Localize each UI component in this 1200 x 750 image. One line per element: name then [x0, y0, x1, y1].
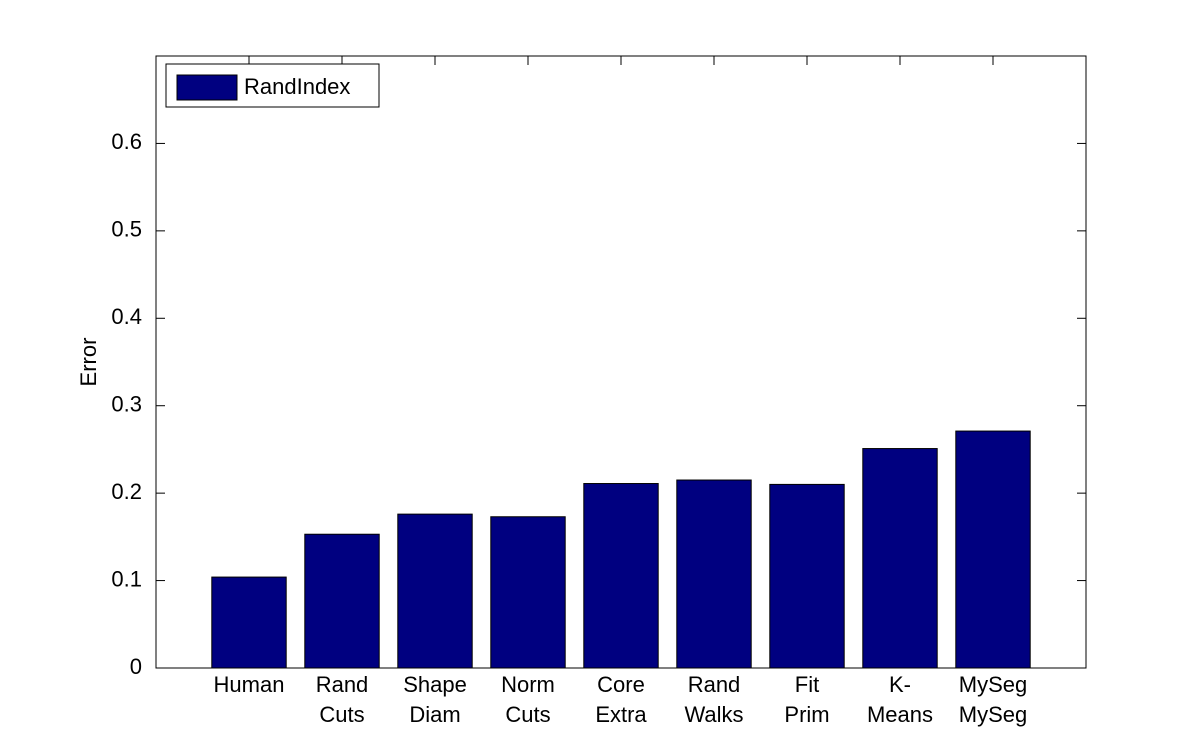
- bar: [955, 430, 1031, 669]
- y-tick-label: 0.3: [111, 392, 142, 417]
- x-tick-label: Rand: [688, 672, 741, 697]
- bar: [583, 483, 659, 669]
- x-tick-label: Rand: [316, 672, 369, 697]
- x-tick-label: Cuts: [505, 702, 550, 727]
- bar: [304, 533, 380, 669]
- bar: [769, 483, 845, 669]
- x-tick-label: MySeg: [959, 702, 1027, 727]
- y-axis-label: Error: [76, 338, 101, 387]
- y-tick-label: 0.4: [111, 304, 142, 329]
- x-tick-label: Means: [867, 702, 933, 727]
- x-tick-label: MySeg: [959, 672, 1027, 697]
- bar: [676, 479, 752, 669]
- y-tick-label: 0.5: [111, 217, 142, 242]
- y-tick-label: 0.1: [111, 566, 142, 591]
- bar: [862, 448, 938, 669]
- x-tick-label: Prim: [784, 702, 829, 727]
- x-tick-label: Extra: [595, 702, 647, 727]
- bar: [490, 516, 566, 669]
- x-tick-label: K-: [889, 672, 911, 697]
- x-tick-label: Cuts: [319, 702, 364, 727]
- legend-swatch: [176, 74, 238, 101]
- plot-frame: [155, 55, 1087, 669]
- x-tick-label: Human: [214, 672, 285, 697]
- x-tick-label: Norm: [501, 672, 555, 697]
- x-tick-label: Shape: [403, 672, 467, 697]
- bar: [211, 576, 287, 669]
- legend-label: RandIndex: [244, 74, 350, 99]
- y-tick-label: 0.6: [111, 129, 142, 154]
- y-tick-label: 0: [130, 654, 142, 679]
- bar: [397, 513, 473, 669]
- x-tick-label: Fit: [795, 672, 819, 697]
- y-tick-label: 0.2: [111, 479, 142, 504]
- x-tick-label: Core: [597, 672, 645, 697]
- x-tick-label: Diam: [409, 702, 460, 727]
- x-tick-label: Walks: [684, 702, 743, 727]
